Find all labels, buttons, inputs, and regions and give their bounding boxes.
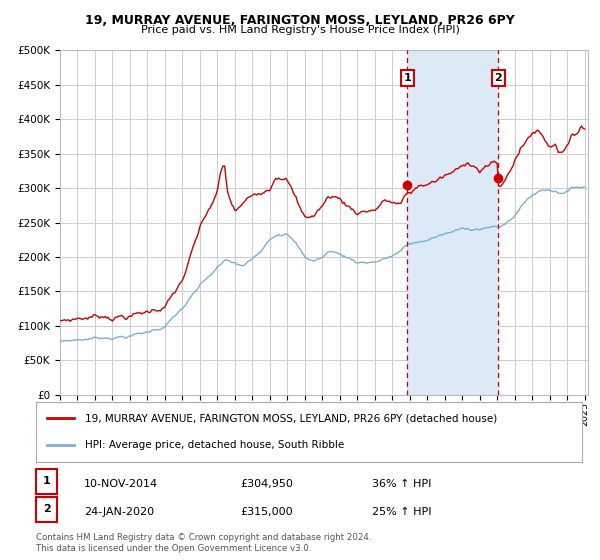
Bar [407, 50, 499, 395]
Text: Price paid vs. HM Land Registry's House Price Index (HPI): Price paid vs. HM Land Registry's House … [140, 25, 460, 35]
Text: 1: 1 [43, 477, 50, 486]
Text: 25% ↑ HPI: 25% ↑ HPI [372, 507, 431, 517]
Text: 24-JAN-2020: 24-JAN-2020 [84, 507, 154, 517]
Text: 1: 1 [403, 73, 411, 83]
Text: £304,950: £304,950 [240, 479, 293, 489]
Text: 36% ↑ HPI: 36% ↑ HPI [372, 479, 431, 489]
Text: HPI: Average price, detached house, South Ribble: HPI: Average price, detached house, Sout… [85, 440, 344, 450]
Text: 10-NOV-2014: 10-NOV-2014 [84, 479, 158, 489]
Text: 19, MURRAY AVENUE, FARINGTON MOSS, LEYLAND, PR26 6PY (detached house): 19, MURRAY AVENUE, FARINGTON MOSS, LEYLA… [85, 413, 497, 423]
Text: 2: 2 [494, 73, 502, 83]
Text: Contains HM Land Registry data © Crown copyright and database right 2024.
This d: Contains HM Land Registry data © Crown c… [36, 533, 371, 553]
Text: 19, MURRAY AVENUE, FARINGTON MOSS, LEYLAND, PR26 6PY: 19, MURRAY AVENUE, FARINGTON MOSS, LEYLA… [85, 14, 515, 27]
Text: £315,000: £315,000 [240, 507, 293, 517]
Text: 2: 2 [43, 505, 50, 514]
